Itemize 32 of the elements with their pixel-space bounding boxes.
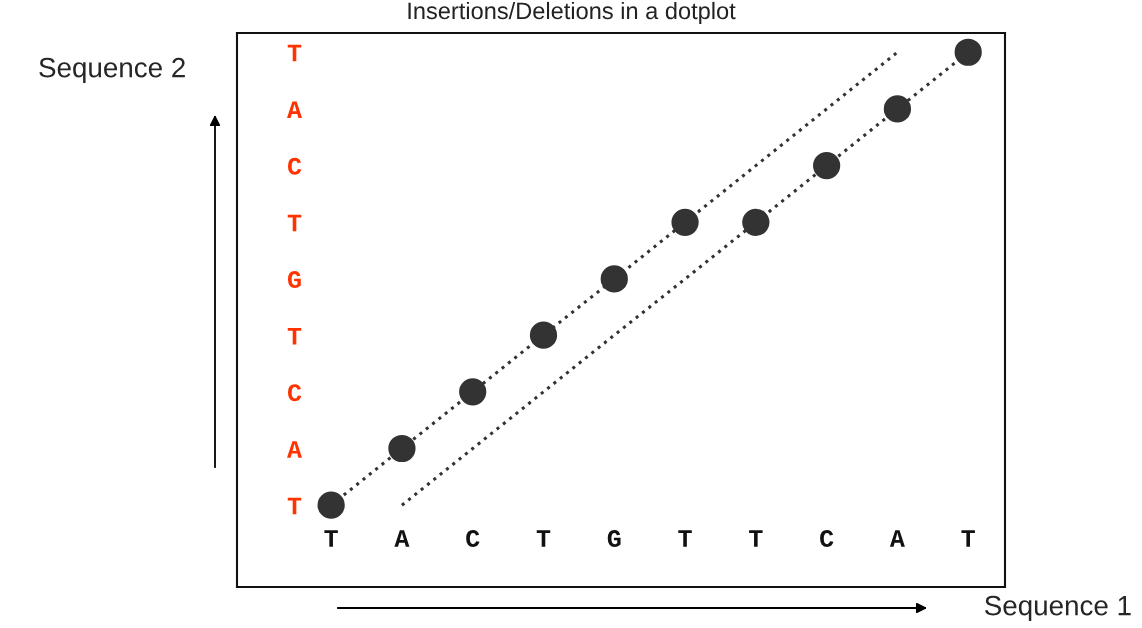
point (388, 434, 416, 463)
point (813, 151, 841, 180)
category-label: T (287, 44, 302, 62)
x-tick-label: C (820, 530, 834, 548)
category-label: A (287, 101, 302, 118)
category-label: C (287, 384, 302, 402)
category-label: T (287, 497, 302, 515)
x-tick-label: T (536, 530, 551, 547)
x-tick-label: T (324, 530, 338, 547)
category-label: C (287, 157, 302, 175)
x-tick-label: G (607, 530, 621, 548)
x-tick-label: T (961, 530, 975, 547)
x-tick-label: T (678, 530, 692, 547)
point (600, 265, 628, 293)
x-tick-label: A (889, 530, 905, 547)
point (954, 38, 982, 66)
point (459, 378, 487, 406)
point (742, 208, 770, 236)
x-tick-label: T (749, 530, 763, 547)
point (671, 208, 699, 236)
category-label: A (287, 441, 302, 458)
x-axis-title: Sequence 1 (985, 595, 1131, 621)
category-label: T (287, 327, 302, 345)
category-label: G (287, 271, 301, 289)
y-axis-title: Sequence 2 (39, 57, 185, 83)
point (317, 491, 345, 519)
point (883, 95, 912, 123)
point (529, 321, 558, 349)
category-label: T (287, 214, 302, 232)
chart-title: Insertions/Deletions in a dotplot (408, 1, 736, 24)
x-tick-label: C (466, 530, 480, 548)
x-tick-label: A (394, 530, 410, 547)
